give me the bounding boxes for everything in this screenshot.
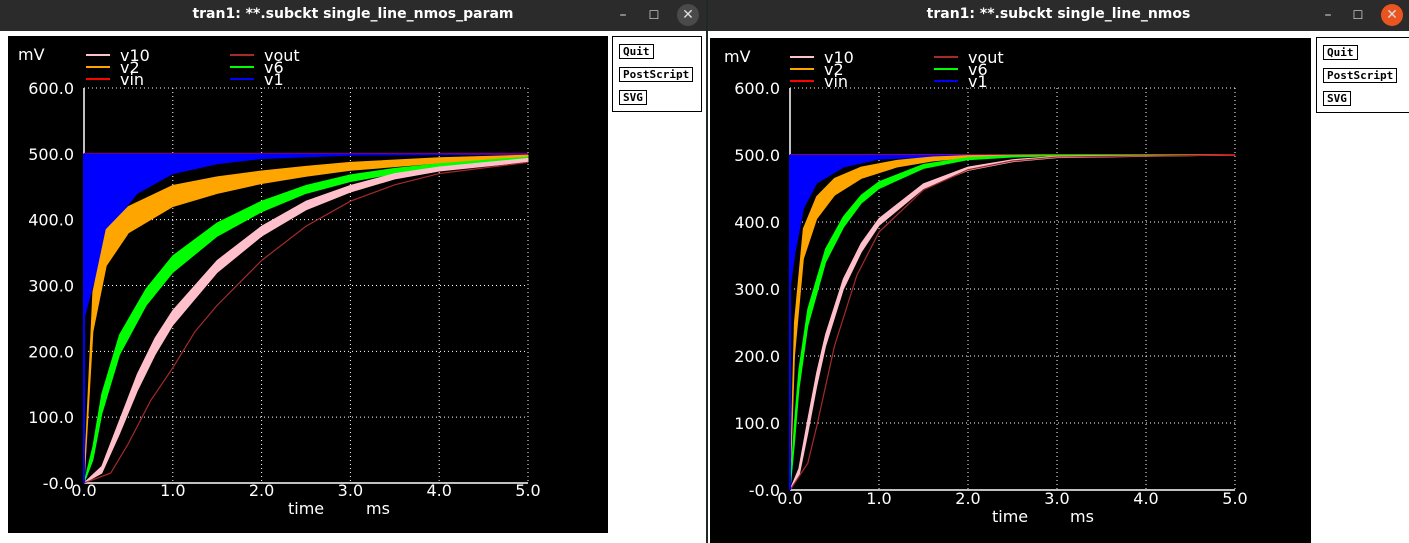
x-tick-label: 3.0 — [1044, 489, 1069, 508]
y-tick-label: 100.0 — [28, 408, 74, 427]
x-tick-label: 1.0 — [866, 489, 891, 508]
x-tick-label: 2.0 — [249, 481, 274, 500]
series-v10 — [83, 157, 529, 484]
waveform-chart: -0.0 100.0 200.0 300.0 400.0 500.0 600.0 0.0 1.0… — [724, 47, 1248, 526]
y-tick-label: 400.0 — [28, 211, 74, 230]
y-tick-label: 500.0 — [734, 146, 780, 165]
y-tick-label: 200.0 — [734, 347, 780, 366]
x-axis-label: time — [288, 499, 324, 518]
y-tick-label: -0.0 — [749, 481, 780, 500]
legend-label-v6: v6 — [264, 58, 284, 77]
x-tick-label: 4.0 — [426, 481, 451, 500]
x-tick-label: 4.0 — [1133, 489, 1158, 508]
minimize-icon[interactable]: – — [1324, 7, 1332, 23]
y-tick-label: 300.0 — [734, 280, 780, 299]
y-tick-label: 300.0 — [28, 277, 74, 296]
close-icon[interactable]: ✕ — [1381, 4, 1403, 26]
y-tick-label: -0.0 — [43, 474, 74, 493]
legend-label-vout: vout — [264, 46, 300, 65]
quit-button[interactable]: Quit — [1323, 45, 1358, 60]
y-tick-label: 600.0 — [28, 79, 74, 98]
x-tick-label: 5.0 — [515, 481, 540, 500]
x-unit-label: ms — [1070, 507, 1094, 526]
plot-window: tran1: **.subckt single_line_nmos – ☐ ✕ … — [708, 0, 1409, 543]
y-tick-label: 600.0 — [734, 79, 780, 98]
plot-area[interactable]: -0.0 100.0 200.0 300.0 400.0 500.0 600.0 0.0 1.0… — [8, 36, 608, 533]
window-title: tran1: **.subckt single_line_nmos — [926, 6, 1191, 22]
postscript-button[interactable]: PostScript — [1323, 68, 1398, 83]
button-panel: Quit PostScript SVG — [1316, 37, 1409, 113]
series-v6 — [789, 154, 1236, 491]
x-tick-label: 5.0 — [1222, 489, 1247, 508]
legend-label-v10: v10 — [120, 46, 150, 65]
x-tick-label: 2.0 — [955, 489, 980, 508]
legend-label-v2: v2 — [824, 60, 844, 79]
title-bar[interactable]: tran1: **.subckt single_line_nmos – ☐ ✕ — [708, 0, 1409, 31]
legend-label-vout: vout — [968, 48, 1004, 67]
x-unit-label: ms — [366, 499, 390, 518]
svg-button[interactable]: SVG — [619, 90, 647, 105]
x-tick-label: 0.0 — [777, 489, 802, 508]
y-tick-label: 200.0 — [28, 342, 74, 361]
waveform-chart: -0.0 100.0 200.0 300.0 400.0 500.0 600.0 0.0 1.0… — [18, 45, 541, 518]
postscript-button[interactable]: PostScript — [619, 67, 694, 82]
y-tick-label: 400.0 — [734, 213, 780, 232]
legend-label-v1: v1 — [968, 72, 988, 91]
x-tick-label: 3.0 — [338, 481, 363, 500]
plot-window-param: tran1: **.subckt single_line_nmos_param … — [0, 0, 706, 543]
y-unit-label: mV — [18, 45, 45, 64]
legend-label-v1: v1 — [264, 70, 284, 89]
plot-area[interactable]: -0.0 100.0 200.0 300.0 400.0 500.0 600.0 0.0 1.0… — [710, 38, 1311, 543]
close-icon[interactable]: ✕ — [677, 4, 699, 26]
series-vout — [83, 161, 529, 484]
x-axis-label: time — [992, 507, 1028, 526]
window-title: tran1: **.subckt single_line_nmos_param — [192, 6, 514, 22]
legend-label-vin: vin — [824, 72, 848, 91]
legend-label-vin: vin — [120, 70, 144, 89]
title-bar[interactable]: tran1: **.subckt single_line_nmos_param … — [0, 0, 706, 31]
series-vout — [789, 154, 1236, 491]
maximize-icon[interactable]: ☐ — [648, 8, 660, 22]
x-tick-label: 1.0 — [160, 481, 185, 500]
maximize-icon[interactable]: ☐ — [1352, 8, 1364, 22]
legend-label-v6: v6 — [968, 60, 988, 79]
legend-label-v10: v10 — [824, 48, 854, 67]
svg-button[interactable]: SVG — [1323, 91, 1351, 106]
y-tick-label: 100.0 — [734, 414, 780, 433]
minimize-icon[interactable]: – — [619, 7, 627, 23]
legend-label-v2: v2 — [120, 58, 140, 77]
x-tick-label: 0.0 — [71, 481, 96, 500]
y-tick-label: 500.0 — [28, 145, 74, 164]
y-unit-label: mV — [724, 47, 751, 66]
button-panel: Quit PostScript SVG — [612, 36, 702, 112]
quit-button[interactable]: Quit — [619, 44, 654, 59]
